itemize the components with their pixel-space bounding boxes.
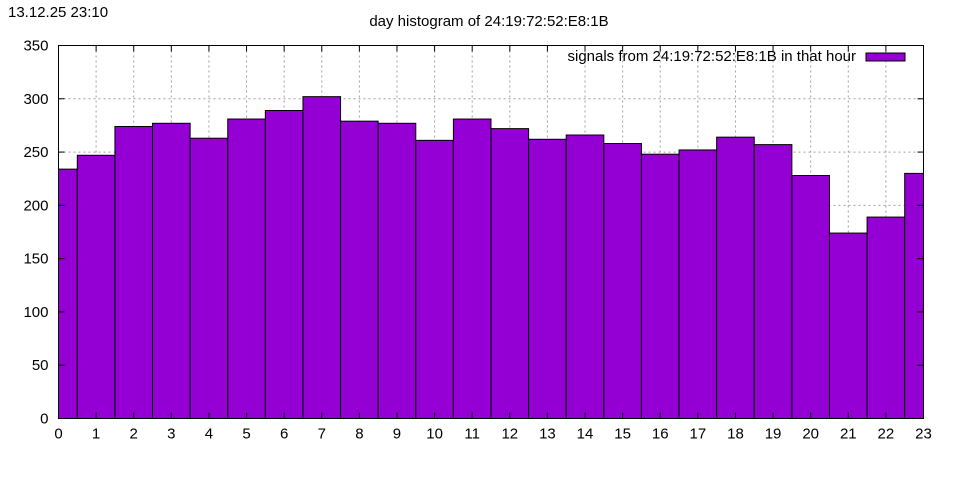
bar-hour-18 (716, 136, 755, 419)
bar-hour-0 (58, 168, 78, 419)
x-tick-label: 6 (280, 426, 288, 443)
bar-hour-14 (565, 134, 605, 420)
x-tick-label: 11 (464, 426, 480, 443)
bar-hour-23 (904, 172, 925, 419)
x-tick-label: 20 (802, 426, 819, 443)
bars (58, 96, 925, 420)
plot-frame (58, 45, 924, 419)
x-tick-label: 21 (840, 426, 857, 443)
legend-label: signals from 24:19:72:52:E8:1B in that h… (567, 48, 856, 65)
x-tick-label: 23 (915, 426, 932, 443)
y-tick-label: 200 (23, 197, 48, 214)
chart-title: day histogram of 24:19:72:52:E8:1B (369, 13, 608, 30)
x-tick-label: 12 (501, 426, 518, 443)
x-tick-label: 10 (426, 426, 443, 443)
x-tick-label: 16 (652, 426, 669, 443)
y-tick-label: 100 (23, 304, 48, 321)
y-tick-label: 250 (23, 144, 48, 161)
bar-hour-9 (377, 122, 417, 419)
bar-hour-2 (114, 125, 154, 419)
bar-hour-8 (340, 120, 379, 419)
bar-hour-12 (490, 128, 530, 420)
x-tick-label: 5 (242, 426, 250, 443)
x-tick-label: 19 (765, 426, 782, 443)
bar-hour-4 (189, 137, 229, 420)
x-tick-label: 15 (614, 426, 631, 443)
bar-hour-11 (452, 118, 492, 420)
bar-hour-3 (152, 122, 191, 419)
timestamp: 13.12.25 23:10 (8, 4, 109, 21)
y-tick-label: 150 (23, 251, 48, 268)
bar-hour-17 (678, 149, 718, 419)
x-tick-label: 8 (355, 426, 363, 443)
bar-hour-13 (528, 138, 567, 419)
x-tick-label: 3 (167, 426, 175, 443)
bar-hour-21 (828, 232, 868, 419)
bar-hour-16 (640, 153, 680, 419)
x-tick-label: 17 (690, 426, 707, 443)
x-tick-label: 7 (318, 426, 326, 443)
bar-hour-10 (415, 139, 454, 419)
bar-hour-7 (302, 96, 342, 419)
bar-hour-5 (227, 118, 266, 420)
bar-hour-19 (753, 144, 793, 420)
bar-hour-22 (866, 216, 906, 419)
bar-hour-6 (264, 110, 304, 419)
bar-hour-1 (76, 154, 116, 419)
x-tick-label: 22 (878, 426, 895, 443)
y-tick-label: 50 (32, 357, 49, 374)
x-tick-label: 9 (393, 426, 401, 443)
x-tick-label: 4 (205, 426, 213, 443)
x-tick-label: 13 (539, 426, 556, 443)
bar-hour-20 (791, 175, 830, 419)
x-tick-label: 14 (577, 426, 594, 443)
x-tick-label: 0 (54, 426, 62, 443)
bar-hour-15 (603, 143, 642, 419)
x-tick-label: 1 (92, 426, 100, 443)
x-tick-label: 2 (130, 426, 138, 443)
legend: signals from 24:19:72:52:E8:1B in that h… (567, 48, 906, 65)
legend-swatch (865, 52, 906, 62)
y-tick-label: 350 (23, 38, 48, 55)
y-tick-label: 0 (40, 411, 48, 428)
x-tick-label: 18 (727, 426, 744, 443)
y-tick-label: 300 (23, 91, 48, 108)
